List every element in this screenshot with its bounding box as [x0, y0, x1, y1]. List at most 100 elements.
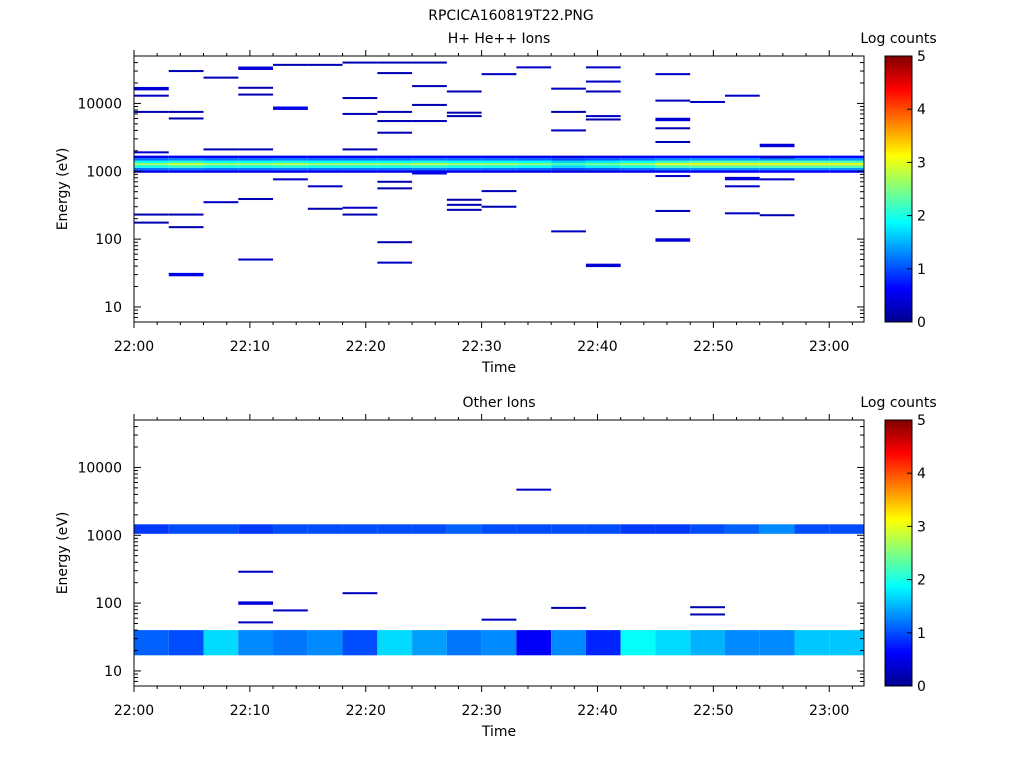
data-point: [724, 185, 760, 188]
data-point: [134, 94, 169, 97]
band-cell: [585, 158, 621, 161]
band-cell: [446, 162, 482, 166]
band-cell: [168, 160, 204, 163]
band-cell: [690, 155, 725, 159]
x-tick-label: 22:30: [461, 703, 501, 719]
band-cell: [377, 162, 413, 166]
band-cell: [412, 158, 447, 161]
high-band-cell: [724, 524, 760, 534]
y-tick-label: 1000: [86, 528, 122, 544]
band-cell: [829, 167, 864, 171]
colorbar-gradient: [884, 419, 913, 687]
band-cell: [307, 170, 343, 173]
data-point: [585, 115, 621, 118]
band-cell: [377, 158, 413, 161]
band-cell: [238, 158, 274, 161]
data-point: [342, 97, 378, 100]
band-cell: [377, 155, 413, 159]
low-band-cell: [759, 630, 795, 656]
colorbar-tick-label: 0: [917, 315, 926, 331]
band-cell: [655, 170, 691, 173]
data-point: [168, 117, 204, 120]
data-point: [238, 197, 274, 201]
band-cell: [273, 165, 308, 168]
data-point: [377, 72, 413, 75]
spectrogram-data: [134, 61, 864, 277]
data-point: [655, 238, 691, 242]
data-point: [377, 120, 413, 123]
band-cell: [342, 155, 378, 159]
data-point: [412, 85, 447, 88]
band-cell: [134, 155, 169, 159]
colorbar-tick-label: 4: [917, 466, 926, 482]
x-tick-label: 22:00: [114, 339, 154, 355]
plot-frame: [133, 419, 865, 687]
data-point: [655, 73, 691, 76]
band-cell: [620, 158, 656, 161]
band-cell: [203, 167, 239, 171]
data-point: [342, 592, 378, 595]
band-cell: [759, 170, 795, 173]
data-point: [377, 261, 413, 264]
band-cell: [446, 158, 482, 161]
band-cell: [655, 167, 691, 171]
band-cell: [168, 165, 204, 168]
data-point: [551, 606, 586, 609]
data-point: [655, 140, 691, 144]
band-cell: [585, 162, 621, 166]
high-band-cell: [516, 524, 552, 534]
data-point: [655, 117, 691, 122]
band-cell: [377, 167, 413, 171]
band-cell: [307, 158, 343, 161]
band-cell: [307, 165, 343, 168]
band-cell: [273, 158, 308, 161]
band-cell: [516, 162, 552, 166]
band-cell: [481, 167, 517, 171]
data-point: [585, 90, 621, 93]
band-cell: [516, 170, 552, 173]
high-band-cell: [690, 524, 725, 534]
data-point: [238, 570, 274, 573]
x-axis: 22:00 22:10 22:20 22:30 22:40 22:50 23:00: [114, 50, 853, 355]
data-point: [759, 178, 795, 181]
band-cell: [516, 155, 552, 159]
x-axis: 22:00 22:10 22:20 22:30 22:40 22:50 23:00: [114, 414, 853, 719]
band-cell: [655, 160, 691, 163]
band-cell: [446, 167, 482, 171]
high-band-cell: [203, 524, 239, 534]
x-tick-label: 23:00: [809, 703, 849, 719]
colorbar-tick-label: 3: [917, 155, 926, 171]
band-cell: [690, 160, 725, 163]
x-axis-label: Time: [481, 360, 516, 376]
low-band-cell: [377, 630, 413, 656]
data-point: [203, 76, 239, 79]
band-cell: [273, 167, 308, 171]
band-cell: [412, 160, 447, 163]
data-point: [168, 213, 204, 216]
data-point: [724, 94, 760, 97]
band-cell: [655, 158, 691, 161]
band-cell: [168, 162, 204, 166]
x-tick-label: 22:10: [230, 339, 270, 355]
band-cell: [829, 158, 864, 161]
band-cell: [377, 160, 413, 163]
y-tick-label: 100: [95, 232, 122, 248]
data-point: [273, 106, 308, 110]
band-cell: [238, 165, 274, 168]
band-cell: [168, 155, 204, 159]
band-cell: [238, 170, 274, 173]
low-band-cell: [690, 630, 725, 656]
spectrogram-data: [134, 488, 864, 656]
low-band-cell: [724, 630, 760, 656]
band-cell: [481, 170, 517, 173]
band-cell: [342, 160, 378, 163]
band-cell: [481, 165, 517, 168]
band-cell: [238, 167, 274, 171]
band-cell: [203, 160, 239, 163]
data-point: [168, 110, 204, 113]
low-band-cell: [273, 630, 308, 656]
data-point: [342, 61, 378, 64]
band-cell: [238, 162, 274, 166]
low-band-cell: [238, 630, 274, 656]
